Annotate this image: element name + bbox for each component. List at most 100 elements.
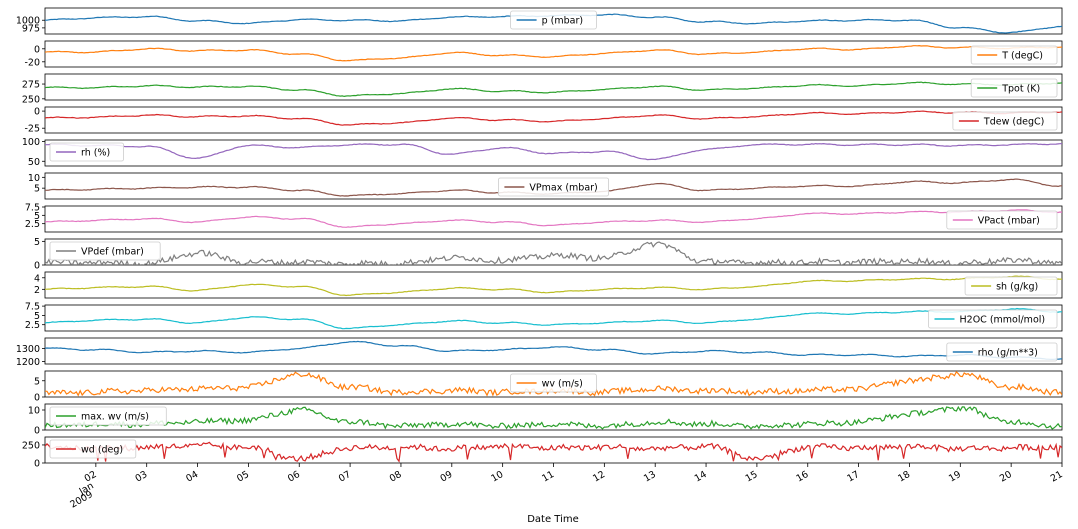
legend: max. wv (m/s)	[49, 406, 167, 426]
x-axis: 02 03 04 05 06 07 08 09 10 11 12 13 14 15 16 17 18 19 20 21…	[68, 463, 1065, 511]
y-tick-label: 275	[22, 80, 40, 91]
legend: wd (deg)	[49, 439, 137, 459]
legend-box	[952, 111, 1058, 131]
legend-box	[970, 78, 1058, 98]
legend-label: VPdef (mbar)	[81, 247, 144, 258]
y-tick-label: 0	[34, 393, 40, 404]
legend: wv (m/s)	[510, 373, 597, 393]
y-tick-label: 5	[34, 376, 40, 387]
legend-box	[49, 241, 161, 261]
legend-label: rho (g/m**3)	[978, 348, 1038, 359]
panel-frame	[44, 73, 1063, 101]
legend-box	[946, 210, 1058, 230]
y-tick-label: 100	[22, 137, 40, 148]
y-tick-label: 0	[34, 426, 40, 437]
y-tick-label: 0	[34, 44, 40, 55]
x-tick-label: 12	[591, 469, 607, 485]
legend-box	[928, 309, 1058, 329]
panel-2: 250 275 Tpot (K)	[22, 73, 1063, 105]
x-tick-label: 16	[795, 469, 811, 485]
legend-box	[49, 439, 137, 459]
y-tick-label: 10	[28, 406, 40, 417]
x-tick-label: 06	[286, 469, 302, 485]
series-line	[45, 110, 1062, 126]
legend-box	[964, 276, 1058, 296]
legend: H2OC (mmol/mol)	[928, 309, 1058, 329]
x-tick-label: 13	[642, 469, 658, 485]
legend-box	[49, 406, 167, 426]
legend-box	[510, 10, 597, 30]
legend-label: rh (%)	[81, 148, 110, 159]
panel-12: 0 10 max. wv (m/s)	[28, 403, 1063, 437]
panel-13: 0 250 wd (deg)	[22, 436, 1063, 470]
legend-label: VPact (mbar)	[978, 216, 1040, 227]
legend-label: max. wv (m/s)	[81, 412, 149, 423]
legend-label: Tpot (K)	[1001, 84, 1040, 95]
legend: VPmax (mbar)	[497, 177, 609, 197]
y-tick-label: 1200	[16, 357, 40, 368]
x-tick-label: 03	[133, 469, 149, 485]
y-tick-label: 5	[34, 311, 40, 322]
x-tick-label: 19	[947, 469, 963, 485]
y-tick-label: 2.5	[25, 219, 40, 230]
y-tick-label: 10	[28, 173, 40, 184]
series-line	[45, 405, 1062, 430]
series-line	[45, 275, 1062, 297]
panel-6: 2.557.5 VPact (mbar)	[25, 203, 1063, 233]
legend-box	[510, 373, 597, 393]
panel-8: 24 sh (g/kg)	[34, 271, 1063, 299]
legend-box	[49, 142, 124, 162]
panel-frame	[44, 106, 1063, 134]
legend-label: Tdew (degC)	[983, 117, 1044, 128]
panel-frame	[44, 238, 1063, 266]
series-line	[45, 307, 1062, 330]
panel-11: 0 5 wv (m/s)	[34, 370, 1063, 404]
y-tick-label: -25	[24, 124, 40, 135]
legend: VPdef (mbar)	[49, 241, 161, 261]
y-tick-label: 0	[34, 459, 40, 470]
x-tick-label: 05	[235, 469, 251, 485]
panel-7: 0 5 VPdef (mbar)	[34, 237, 1063, 272]
legend: Tdew (degC)	[952, 111, 1058, 131]
x-tick-label: 09	[439, 469, 455, 485]
y-tick-label: 2.5	[25, 320, 40, 331]
panel-5: 510 VPmax (mbar)	[28, 172, 1063, 200]
legend-label: T (degC)	[1001, 51, 1043, 62]
x-tick-label: 20	[998, 469, 1014, 485]
x-tick-label: 18	[896, 469, 912, 485]
y-tick-label: -20	[24, 57, 40, 68]
legend-label: wd (deg)	[81, 445, 123, 456]
panel-4: 50 100 rh (%)	[22, 137, 1063, 168]
series-line	[45, 81, 1062, 98]
y-tick-label: 4	[34, 273, 40, 284]
legend-label: VPmax (mbar)	[529, 183, 597, 194]
y-tick-label: 7.5	[25, 302, 40, 313]
y-tick-label: 5	[34, 211, 40, 222]
panel-10: 1200 1300 rho (g/m**3)	[16, 337, 1063, 368]
panel-frame	[44, 304, 1063, 332]
x-tick-label: 11	[540, 469, 556, 485]
legend-box	[946, 342, 1058, 362]
x-tick-label: 08	[388, 469, 404, 485]
y-tick-label: 5	[34, 184, 40, 195]
legend-box	[497, 177, 609, 197]
y-tick-label: 1000	[16, 16, 40, 27]
x-tick-label: 14	[693, 469, 709, 485]
x-axis-label: Date Time	[527, 514, 579, 525]
legend: p (mbar)	[510, 10, 597, 30]
legend-label: H2OC (mmol/mol)	[960, 315, 1046, 326]
y-tick-label: 250	[22, 440, 40, 451]
y-tick-label: 50	[28, 157, 40, 168]
x-tick-label: 07	[337, 469, 353, 485]
legend-label: sh (g/kg)	[996, 282, 1038, 293]
legend-box	[970, 45, 1058, 65]
y-tick-label: 250	[22, 94, 40, 105]
y-tick-label: 975	[22, 23, 40, 34]
x-tick-label: 04	[184, 469, 200, 485]
series-line	[45, 241, 1062, 265]
legend: rh (%)	[49, 142, 124, 162]
y-tick-label: 0	[34, 107, 40, 118]
